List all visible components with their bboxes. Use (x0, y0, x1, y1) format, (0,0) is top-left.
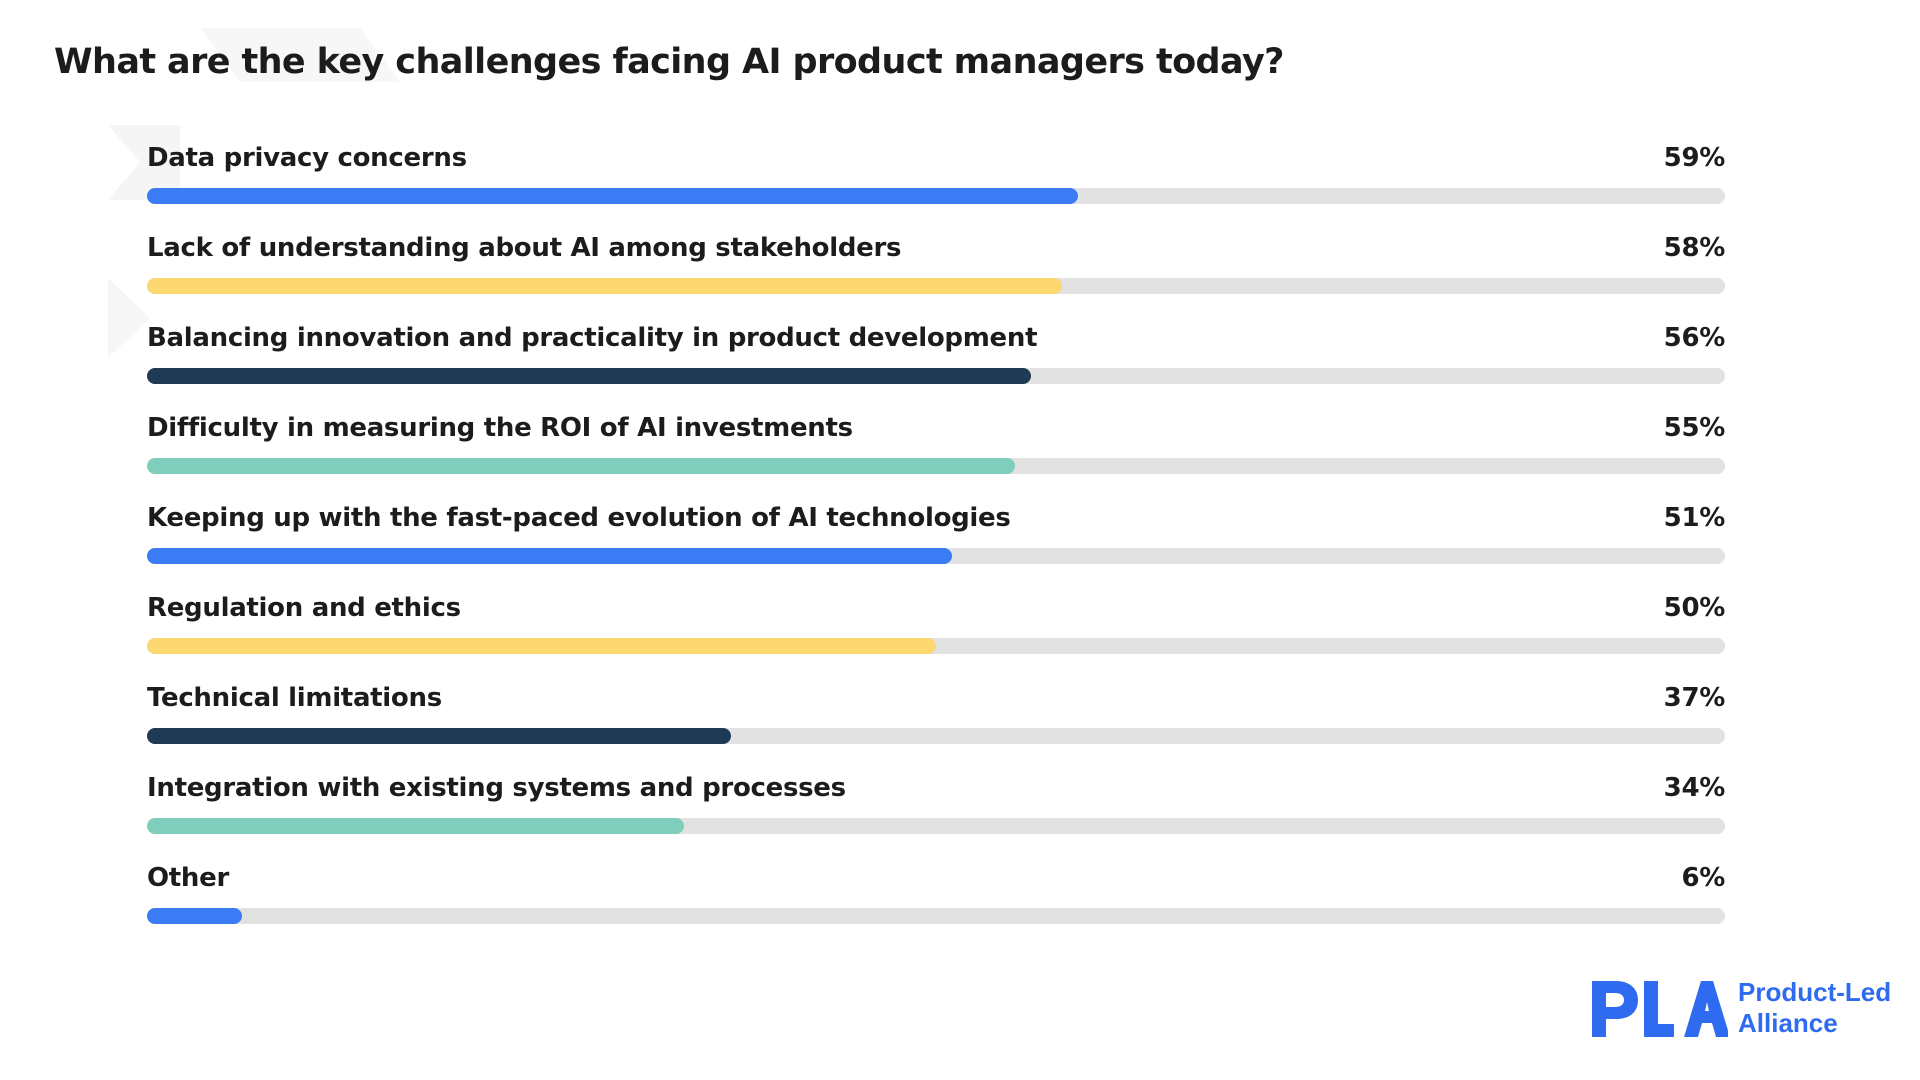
bar-track (147, 188, 1725, 204)
bar-label: Difficulty in measuring the ROI of AI in… (147, 413, 853, 443)
bar-track (147, 638, 1725, 654)
bar-row: Regulation and ethics 50% (147, 590, 1725, 680)
bar-value-label: 58% (1663, 233, 1726, 263)
bar-value-label: 50% (1663, 593, 1726, 623)
bar-label: Balancing innovation and practicality in… (147, 323, 1038, 353)
logo-line-2: Alliance (1738, 1008, 1838, 1038)
bar-label: Lack of understanding about AI among sta… (147, 233, 902, 263)
bar-fill (147, 908, 242, 924)
bar-value-label: 51% (1663, 503, 1726, 533)
bar-track (147, 548, 1725, 564)
pla-logo-mark (1592, 981, 1728, 1037)
bar-fill (147, 188, 1079, 204)
chart-title: What are the key challenges facing AI pr… (54, 42, 1284, 82)
bar-row: Keeping up with the fast-paced evolution… (147, 500, 1725, 590)
bar-row: Technical limitations 37% (147, 680, 1725, 770)
bar-track (147, 818, 1725, 834)
brand-logo: Product-Led Alliance (1588, 975, 1908, 1041)
bar-fill (147, 818, 684, 834)
bar-value-label: 55% (1663, 413, 1726, 443)
bar-row: Integration with existing systems and pr… (147, 770, 1725, 860)
bar-fill (147, 278, 1063, 294)
bar-value-label: 59% (1663, 143, 1726, 173)
bar-row: Difficulty in measuring the ROI of AI in… (147, 410, 1725, 500)
bar-label: Other (147, 863, 229, 893)
bar-label: Regulation and ethics (147, 593, 461, 623)
bar-track (147, 278, 1725, 294)
bar-row: Other 6% (147, 860, 1725, 950)
bar-track (147, 908, 1725, 924)
bar-fill (147, 548, 952, 564)
bar-fill (147, 458, 1015, 474)
bar-track (147, 728, 1725, 744)
bar-label: Data privacy concerns (147, 143, 467, 173)
bar-value-label: 37% (1663, 683, 1726, 713)
bar-fill (147, 368, 1031, 384)
bar-fill (147, 638, 936, 654)
bar-label: Integration with existing systems and pr… (147, 773, 846, 803)
bar-row: Balancing innovation and practicality in… (147, 320, 1725, 410)
logo-wordmark: Product-Led Alliance (1738, 977, 1891, 1039)
bar-fill (147, 728, 731, 744)
bar-track (147, 368, 1725, 384)
bar-list: Data privacy concerns 59% Lack of understa… (147, 140, 1725, 950)
bar-label: Keeping up with the fast-paced evolution… (147, 503, 1011, 533)
bar-row: Data privacy concerns 59% (147, 140, 1725, 230)
bar-track (147, 458, 1725, 474)
bar-value-label: 6% (1681, 863, 1725, 893)
bar-value-label: 56% (1663, 323, 1726, 353)
bar-label: Technical limitations (147, 683, 442, 713)
logo-line-1: Product-Led (1738, 977, 1892, 1007)
bar-value-label: 34% (1663, 773, 1726, 803)
bar-row: Lack of understanding about AI among sta… (147, 230, 1725, 320)
